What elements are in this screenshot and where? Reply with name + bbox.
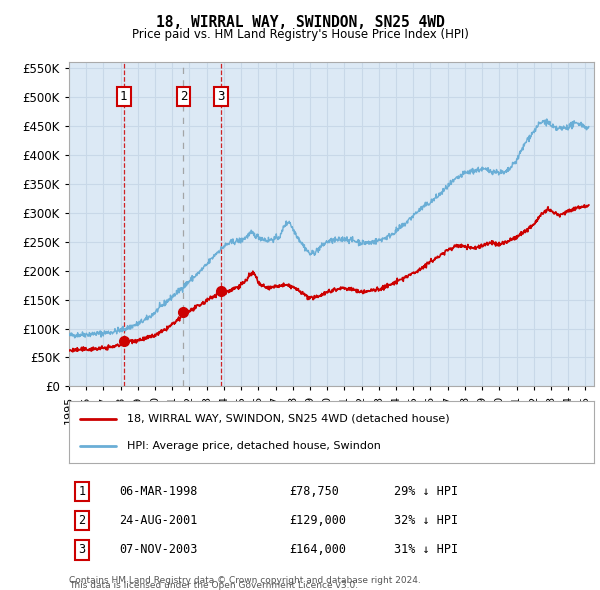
Text: 06-MAR-1998: 06-MAR-1998 <box>119 485 197 498</box>
Text: 3: 3 <box>79 543 86 556</box>
Text: 1: 1 <box>79 485 86 498</box>
Text: 18, WIRRAL WAY, SWINDON, SN25 4WD: 18, WIRRAL WAY, SWINDON, SN25 4WD <box>155 15 445 30</box>
Text: £164,000: £164,000 <box>290 543 347 556</box>
Text: Contains HM Land Registry data © Crown copyright and database right 2024.: Contains HM Land Registry data © Crown c… <box>69 576 421 585</box>
Text: 24-AUG-2001: 24-AUG-2001 <box>119 514 197 527</box>
Text: 18, WIRRAL WAY, SWINDON, SN25 4WD (detached house): 18, WIRRAL WAY, SWINDON, SN25 4WD (detac… <box>127 414 449 424</box>
Text: 31% ↓ HPI: 31% ↓ HPI <box>395 543 458 556</box>
Text: £129,000: £129,000 <box>290 514 347 527</box>
Text: 3: 3 <box>218 90 225 103</box>
Text: 07-NOV-2003: 07-NOV-2003 <box>119 543 197 556</box>
Text: 2: 2 <box>79 514 86 527</box>
Text: 32% ↓ HPI: 32% ↓ HPI <box>395 514 458 527</box>
Text: 2: 2 <box>180 90 187 103</box>
Text: HPI: Average price, detached house, Swindon: HPI: Average price, detached house, Swin… <box>127 441 380 451</box>
Text: 1: 1 <box>120 90 127 103</box>
Text: £78,750: £78,750 <box>290 485 340 498</box>
Text: This data is licensed under the Open Government Licence v3.0.: This data is licensed under the Open Gov… <box>69 581 358 590</box>
Text: Price paid vs. HM Land Registry's House Price Index (HPI): Price paid vs. HM Land Registry's House … <box>131 28 469 41</box>
Text: 29% ↓ HPI: 29% ↓ HPI <box>395 485 458 498</box>
